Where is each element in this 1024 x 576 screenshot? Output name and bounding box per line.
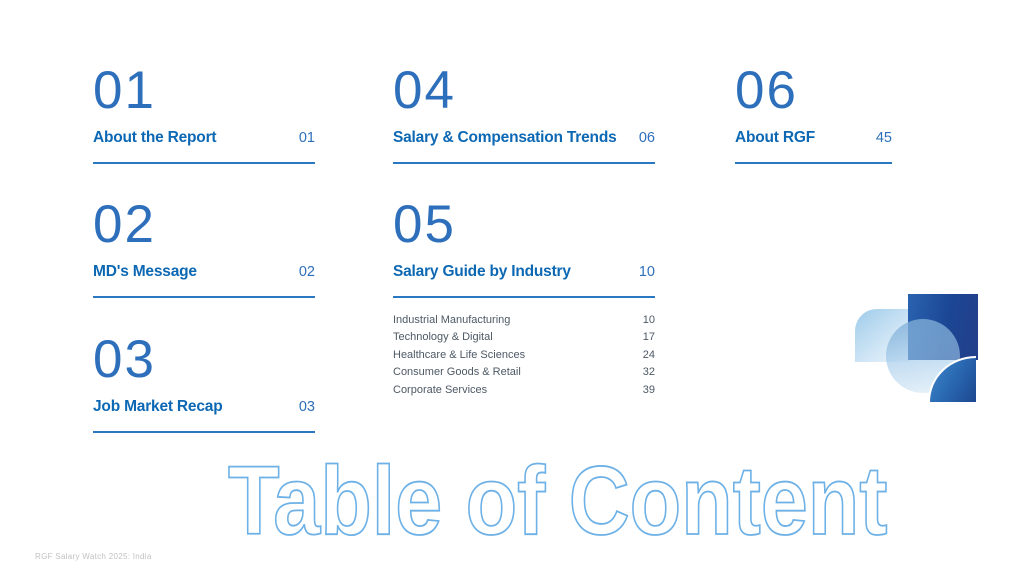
toc-entry-title: Salary Guide by Industry — [393, 263, 571, 280]
toc-entry-heading-row: About the Report 01 — [93, 129, 315, 164]
section-number: 04 — [393, 61, 456, 120]
toc-entry-about-the-report[interactable]: 01 About the Report 01 — [93, 64, 315, 164]
toc-entry-heading-row: Salary & Compensation Trends 06 — [393, 129, 655, 164]
industry-sublist: Industrial Manufacturing 10 Technology &… — [393, 312, 655, 399]
sub-item-title: Consumer Goods & Retail — [393, 366, 521, 379]
toc-entry-about-rgf[interactable]: 06 About RGF 45 — [735, 64, 892, 164]
toc-entry-job-market-recap[interactable]: 03 Job Market Recap 03 — [93, 333, 315, 433]
footer-text: RGF Salary Watch 2025: India — [35, 552, 152, 561]
sub-item-consumer-goods-retail[interactable]: Consumer Goods & Retail 32 — [393, 364, 655, 381]
sub-item-page-number: 39 — [642, 383, 655, 396]
toc-entry-title: About RGF — [735, 129, 815, 146]
sub-item-page-number: 10 — [642, 314, 655, 326]
sub-item-title: Industrial Manufacturing — [393, 314, 511, 326]
section-number: 05 — [393, 195, 456, 254]
decorative-graphic — [855, 293, 978, 405]
toc-entry-heading-row: About RGF 45 — [735, 129, 892, 164]
sub-item-corporate-services[interactable]: Corporate Services 39 — [393, 382, 655, 399]
toc-entry-title: About the Report — [93, 129, 217, 146]
sub-item-page-number: 32 — [642, 366, 655, 379]
toc-entry-title: MD's Message — [93, 263, 197, 280]
toc-entry-title: Job Market Recap — [93, 398, 223, 415]
toc-entry-heading-row: Job Market Recap 03 — [93, 398, 315, 433]
toc-entry-salary-guide-by-industry[interactable]: 05 Salary Guide by Industry 10 — [393, 198, 655, 298]
section-number: 06 — [735, 61, 798, 120]
toc-entry-page-number: 01 — [298, 130, 315, 146]
toc-entry-page-number: 06 — [638, 130, 655, 146]
toc-entry-page-number: 10 — [638, 264, 655, 280]
sub-item-title: Corporate Services — [393, 383, 488, 396]
section-number: 01 — [93, 61, 156, 120]
sub-item-title: Healthcare & Life Sciences — [393, 348, 526, 361]
sub-item-page-number: 17 — [642, 331, 655, 344]
section-number: 02 — [93, 195, 156, 254]
toc-entry-heading-row: Salary Guide by Industry 10 — [393, 263, 655, 298]
toc-entry-salary-compensation-trends[interactable]: 04 Salary & Compensation Trends 06 — [393, 64, 655, 164]
watermark-title: Table of Content — [227, 446, 888, 555]
toc-entry-page-number: 02 — [298, 264, 315, 280]
sub-item-title: Technology & Digital — [393, 331, 493, 344]
sub-item-page-number: 24 — [642, 348, 655, 361]
sub-item-technology-digital[interactable]: Technology & Digital 17 — [393, 329, 655, 346]
section-number: 03 — [93, 330, 156, 389]
toc-entry-title: Salary & Compensation Trends — [393, 129, 617, 146]
toc-entry-mds-message[interactable]: 02 MD's Message 02 — [93, 198, 315, 298]
toc-entry-heading-row: MD's Message 02 — [93, 263, 315, 298]
toc-entry-page-number: 45 — [875, 130, 892, 146]
sub-item-healthcare-life-sciences[interactable]: Healthcare & Life Sciences 24 — [393, 347, 655, 364]
sub-item-industrial-manufacturing[interactable]: Industrial Manufacturing 10 — [393, 312, 655, 329]
toc-entry-page-number: 03 — [298, 399, 315, 415]
